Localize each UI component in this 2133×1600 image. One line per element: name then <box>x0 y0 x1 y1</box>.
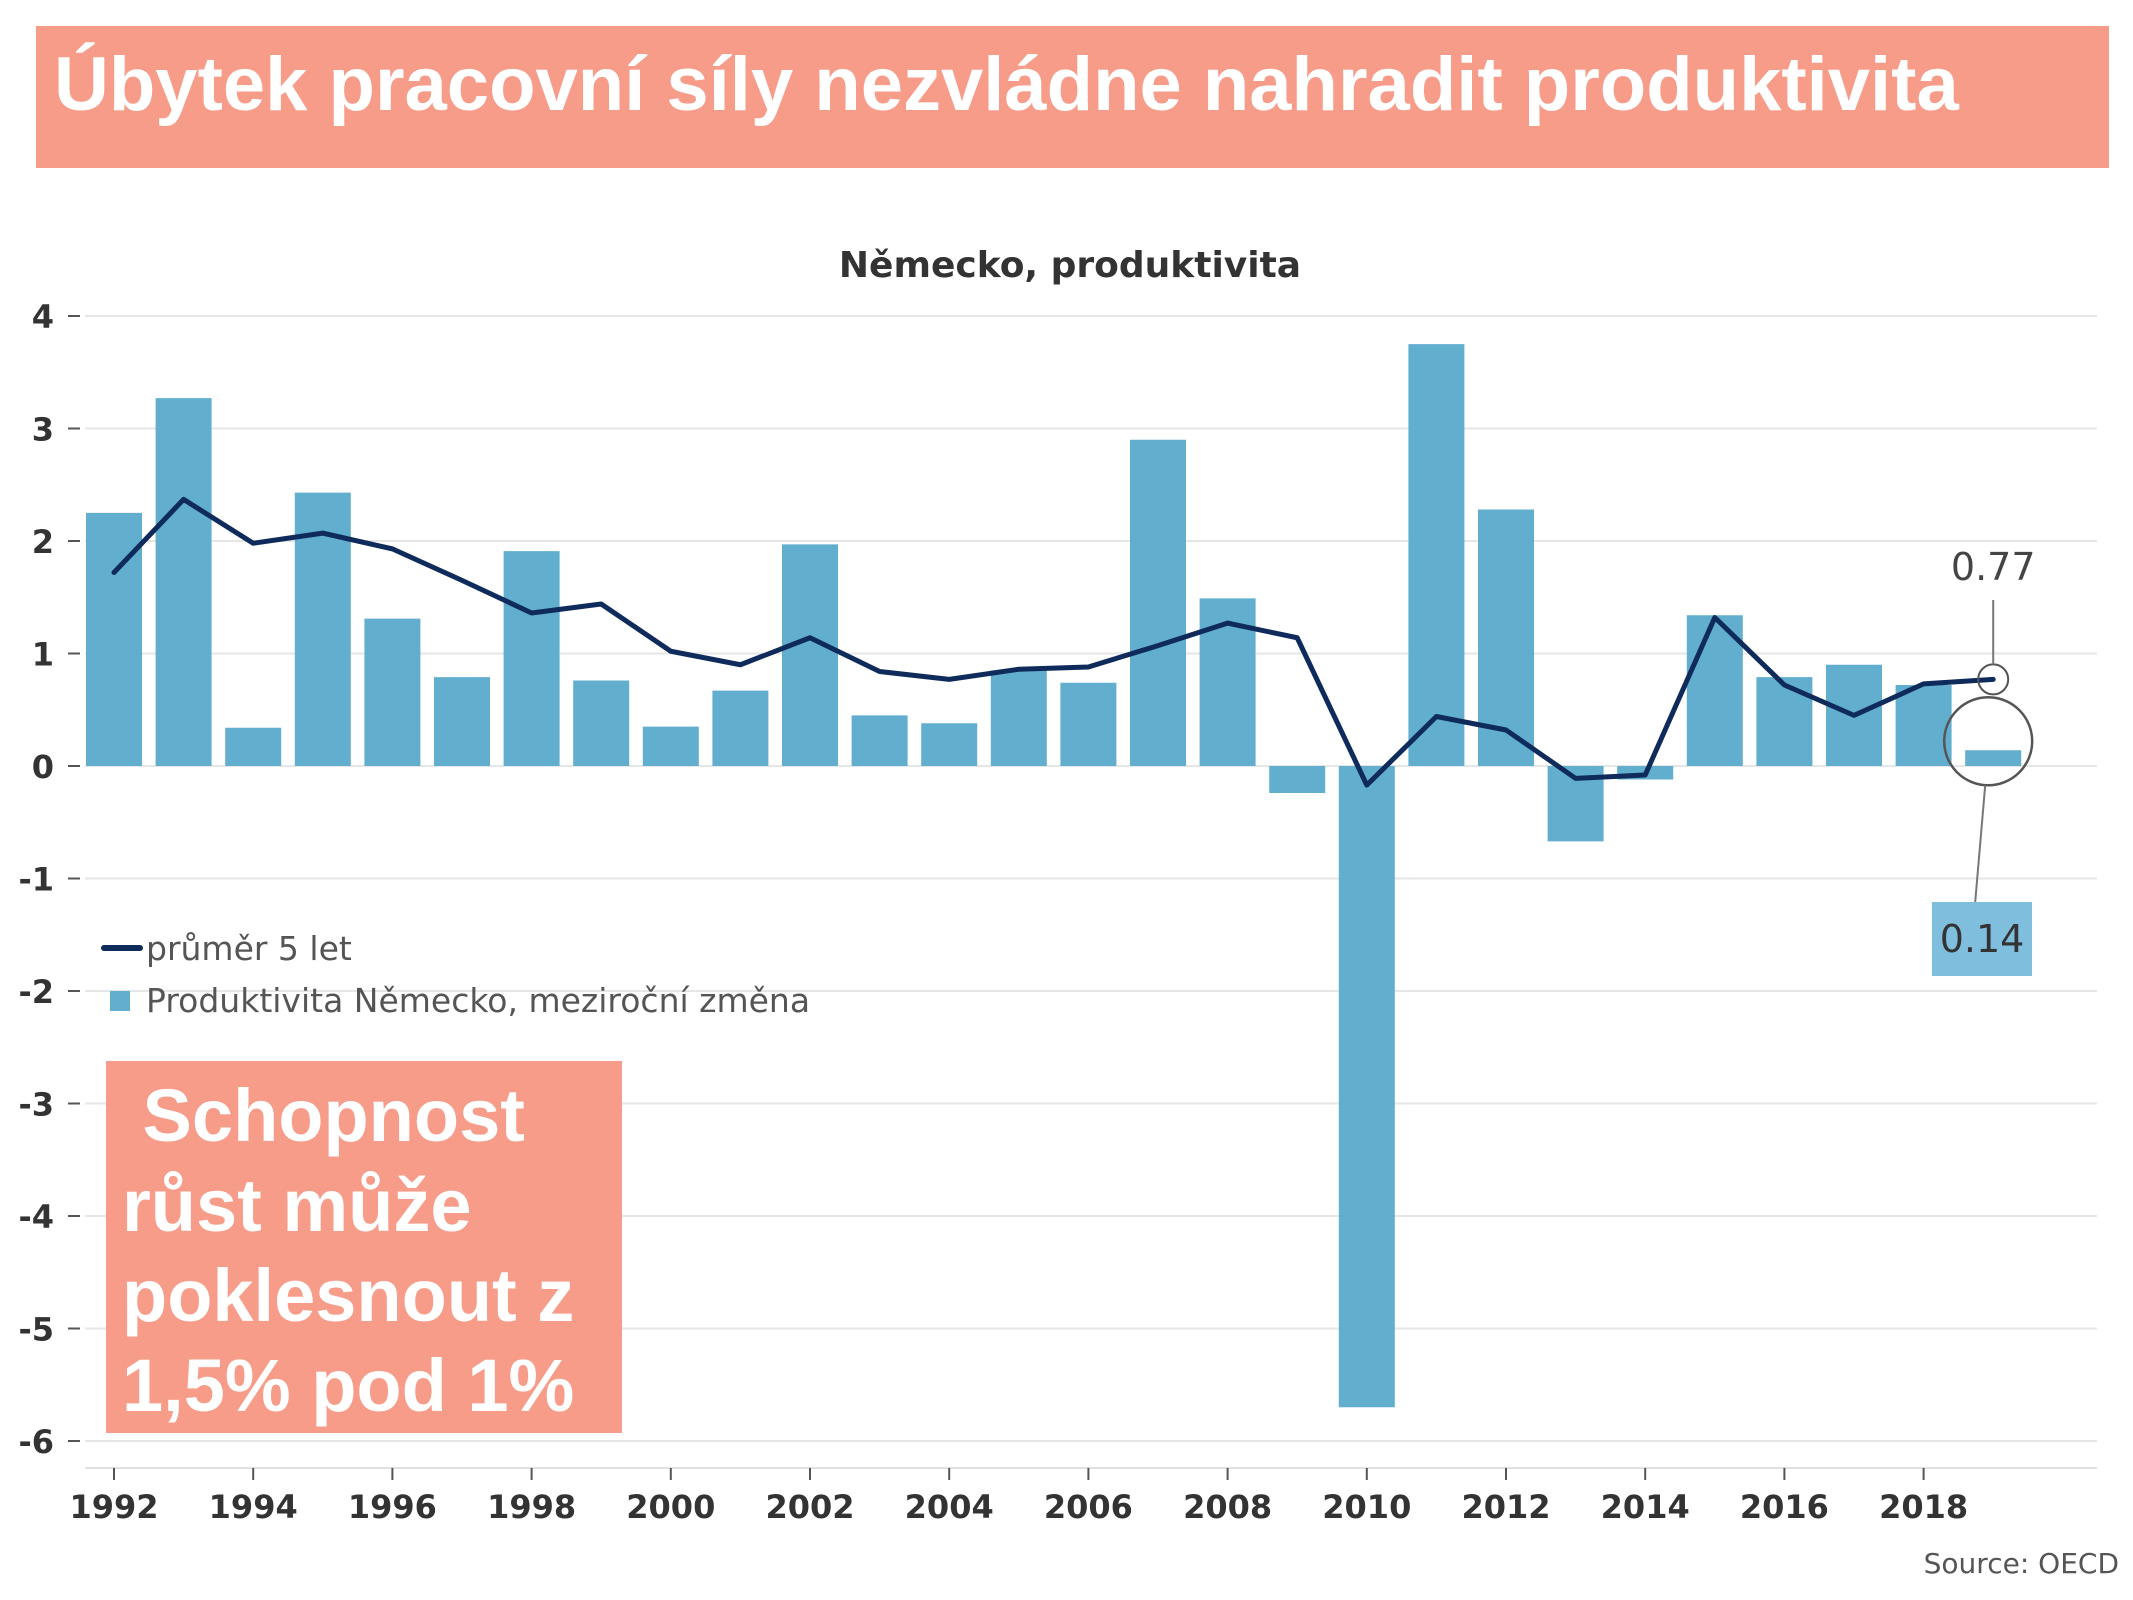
x-tick-label: 2002 <box>765 1488 854 1526</box>
x-tick-label: 2006 <box>1044 1488 1133 1526</box>
title-banner <box>36 26 2109 168</box>
y-tick-label: -4 <box>18 1198 54 1236</box>
legend-label: průměr 5 let <box>146 929 352 968</box>
y-tick-label: -1 <box>18 861 54 899</box>
bar <box>1686 615 1743 766</box>
bar <box>990 670 1047 766</box>
chart-title: Německo, produktivita <box>839 245 1301 286</box>
x-tick-label: 2010 <box>1322 1488 1411 1526</box>
bar <box>1338 766 1395 1408</box>
x-axis: 1992 1994 1996 1998 2000 2002 2004 2006 2008 2010… <box>69 1467 2097 1526</box>
y-tick-label: 2 <box>32 523 54 561</box>
callout-line: poklesnout z <box>122 1254 575 1337</box>
y-tick-label: 1 <box>32 636 54 674</box>
callout-line: 1,5% pod 1% <box>122 1344 575 1427</box>
x-tick-label: 2018 <box>1879 1488 1968 1526</box>
bar <box>782 544 838 766</box>
legend-bar-swatch <box>110 991 130 1011</box>
line-series <box>111 496 1996 788</box>
callout-line: růst může <box>122 1164 472 1247</box>
bar <box>1895 685 1952 766</box>
y-axis: 4 3 2 1 0 -1 -2 -3 -4 -5 -6 <box>18 298 80 1461</box>
bar <box>1756 677 1813 766</box>
annotations: 0.77 0.14 <box>1932 545 2036 976</box>
x-tick-label: 2016 <box>1740 1488 1829 1526</box>
bar <box>1408 344 1465 766</box>
bar <box>434 677 490 766</box>
bar <box>573 680 630 766</box>
callout-line: Schopnost <box>122 1074 525 1157</box>
annotation-label-box <box>1932 902 2032 976</box>
y-tick-label: 3 <box>32 411 54 449</box>
bar <box>921 723 978 766</box>
legend-label: Produktivita Německo, meziroční změna <box>146 981 810 1020</box>
bar <box>1269 766 1326 793</box>
page-title: Úbytek pracovní síly nezvládne nahradit … <box>54 42 1959 127</box>
bar <box>1130 439 1186 766</box>
y-tick-label: -6 <box>18 1423 54 1461</box>
average-line <box>111 496 1996 788</box>
callout-box <box>106 1061 622 1433</box>
y-tick-label: -5 <box>18 1311 54 1349</box>
annotation-label: 0.77 <box>1951 545 2036 589</box>
source-note: Source: OECD <box>1923 1547 2119 1580</box>
bar <box>1478 509 1534 766</box>
y-tick-label: -2 <box>18 973 54 1011</box>
x-tick-label: 1996 <box>348 1488 437 1526</box>
bar <box>851 715 908 766</box>
bar <box>364 618 421 766</box>
bar <box>1965 750 2022 766</box>
y-tick-label: -3 <box>18 1086 54 1124</box>
bar <box>642 726 699 766</box>
x-tick-label: 1994 <box>209 1488 298 1526</box>
annotation-leader <box>1974 785 1987 903</box>
bar <box>503 551 560 766</box>
bar-series <box>86 344 2022 1408</box>
x-tick-label: 2008 <box>1183 1488 1272 1526</box>
annotation-label: 0.14 <box>1940 917 2025 961</box>
x-tick-label: 2014 <box>1601 1488 1690 1526</box>
bar <box>712 690 769 766</box>
x-tick-label: 1992 <box>69 1488 158 1526</box>
bar <box>1060 682 1117 766</box>
x-tick-label: 2000 <box>626 1488 715 1526</box>
y-tick-label: 0 <box>32 748 54 786</box>
bar <box>155 398 212 766</box>
x-tick-label: 1998 <box>487 1488 576 1526</box>
y-tick-label: 4 <box>32 298 54 336</box>
highlight-circle <box>1942 696 2034 787</box>
x-tick-label: 2012 <box>1461 1488 1550 1526</box>
bar <box>225 727 282 766</box>
legend: průměr 5 let Produktivita Německo, meziro… <box>101 929 810 1020</box>
x-tick-label: 2004 <box>905 1488 994 1526</box>
